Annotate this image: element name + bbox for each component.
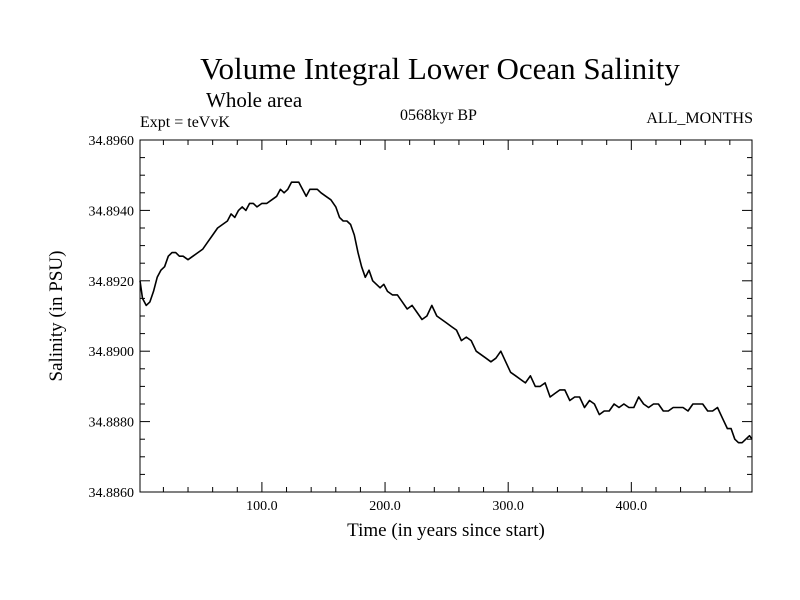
tick-labels: 34.8860 34.8880 34.8900 34.8920 34.8940 34.89… (89, 134, 648, 514)
chart-title: Volume Integral Lower Ocean Salinity (200, 51, 680, 86)
y-tick-label: 34.8900 (89, 345, 135, 360)
y-tick-label: 34.8880 (89, 416, 135, 431)
months-label: ALL_MONTHS (646, 110, 753, 127)
plot-frame (139, 139, 753, 493)
x-tick-label: 300.0 (492, 499, 524, 514)
x-tick-label: 200.0 (369, 499, 401, 514)
x-tick-label: 100.0 (246, 499, 278, 514)
y-tick-label: 34.8940 (89, 204, 135, 219)
x-tick-label: 400.0 (616, 499, 648, 514)
y-axis-title: Salinity (in PSU) (46, 251, 67, 382)
salinity-series-line (139, 181, 753, 444)
chart-subtitle: Whole area (206, 88, 303, 112)
x-axis-title: Time (in years since start) (347, 520, 545, 541)
period-label: 0568kyr BP (400, 107, 477, 124)
y-tick-label: 34.8960 (89, 134, 135, 149)
axis-ticks (140, 139, 752, 493)
y-tick-label: 34.8920 (89, 275, 135, 290)
y-tick-label: 34.8860 (89, 486, 135, 501)
experiment-label: Expt = teVvK (140, 114, 230, 131)
